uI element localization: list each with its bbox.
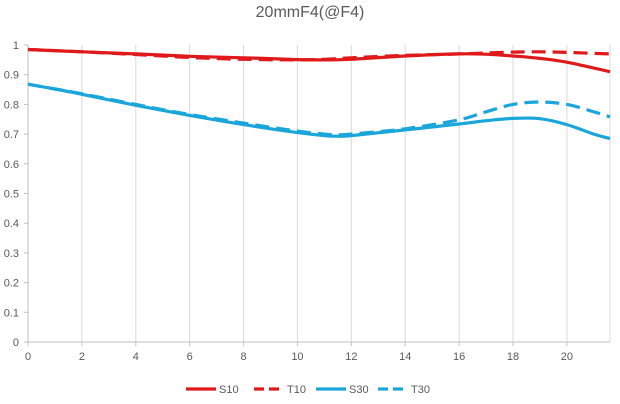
x-tick-label: 4 [133, 351, 139, 363]
legend-label-s10: S10 [219, 384, 239, 396]
y-tick-label: 0.8 [4, 99, 19, 111]
x-tick-label: 18 [507, 351, 519, 363]
legend-label-t10: T10 [287, 384, 306, 396]
x-tick-label: 8 [240, 351, 246, 363]
y-tick-label: 0.4 [4, 218, 19, 230]
legend: S10 T10 S30 T30 [186, 384, 430, 396]
gridlines [81, 45, 611, 342]
series-line-t10 [27, 47, 611, 62]
x-tick-labels: 0 2 4 6 8 10 12 14 16 18 20 [25, 351, 573, 363]
x-tick-label: 6 [187, 351, 193, 363]
y-tick-label: 0.3 [4, 248, 19, 260]
x-tick-label: 2 [79, 351, 85, 363]
legend-label-t30: T30 [411, 384, 430, 396]
series-line-s30 [27, 82, 611, 141]
y-tick-label: 0.5 [4, 189, 19, 201]
y-tick-label: 0 [13, 337, 19, 349]
legend-label-s30: S30 [349, 384, 369, 396]
y-tick-label: 0.1 [4, 307, 19, 319]
x-tick-label: 16 [453, 351, 465, 363]
series-line-t30 [27, 82, 611, 137]
x-tick-label: 10 [291, 351, 303, 363]
y-tick-label: 0.9 [4, 70, 19, 82]
y-tick-label: 0.6 [4, 159, 19, 171]
series-lines [27, 47, 611, 141]
x-tick-label: 12 [345, 351, 357, 363]
y-tick-labels: 0 0.1 0.2 0.3 0.4 0.5 0.6 0.7 0.8 0.9 1 [4, 40, 19, 349]
y-tick-label: 1 [13, 40, 19, 52]
x-tick-label: 14 [399, 351, 411, 363]
x-tick-label: 20 [561, 351, 573, 363]
y-tick-label: 0.7 [4, 129, 19, 141]
axes [24, 44, 610, 346]
x-tick-label: 0 [25, 351, 31, 363]
y-tick-label: 0.2 [4, 278, 19, 290]
chart-title: 20mmF4(@F4) [255, 4, 365, 21]
